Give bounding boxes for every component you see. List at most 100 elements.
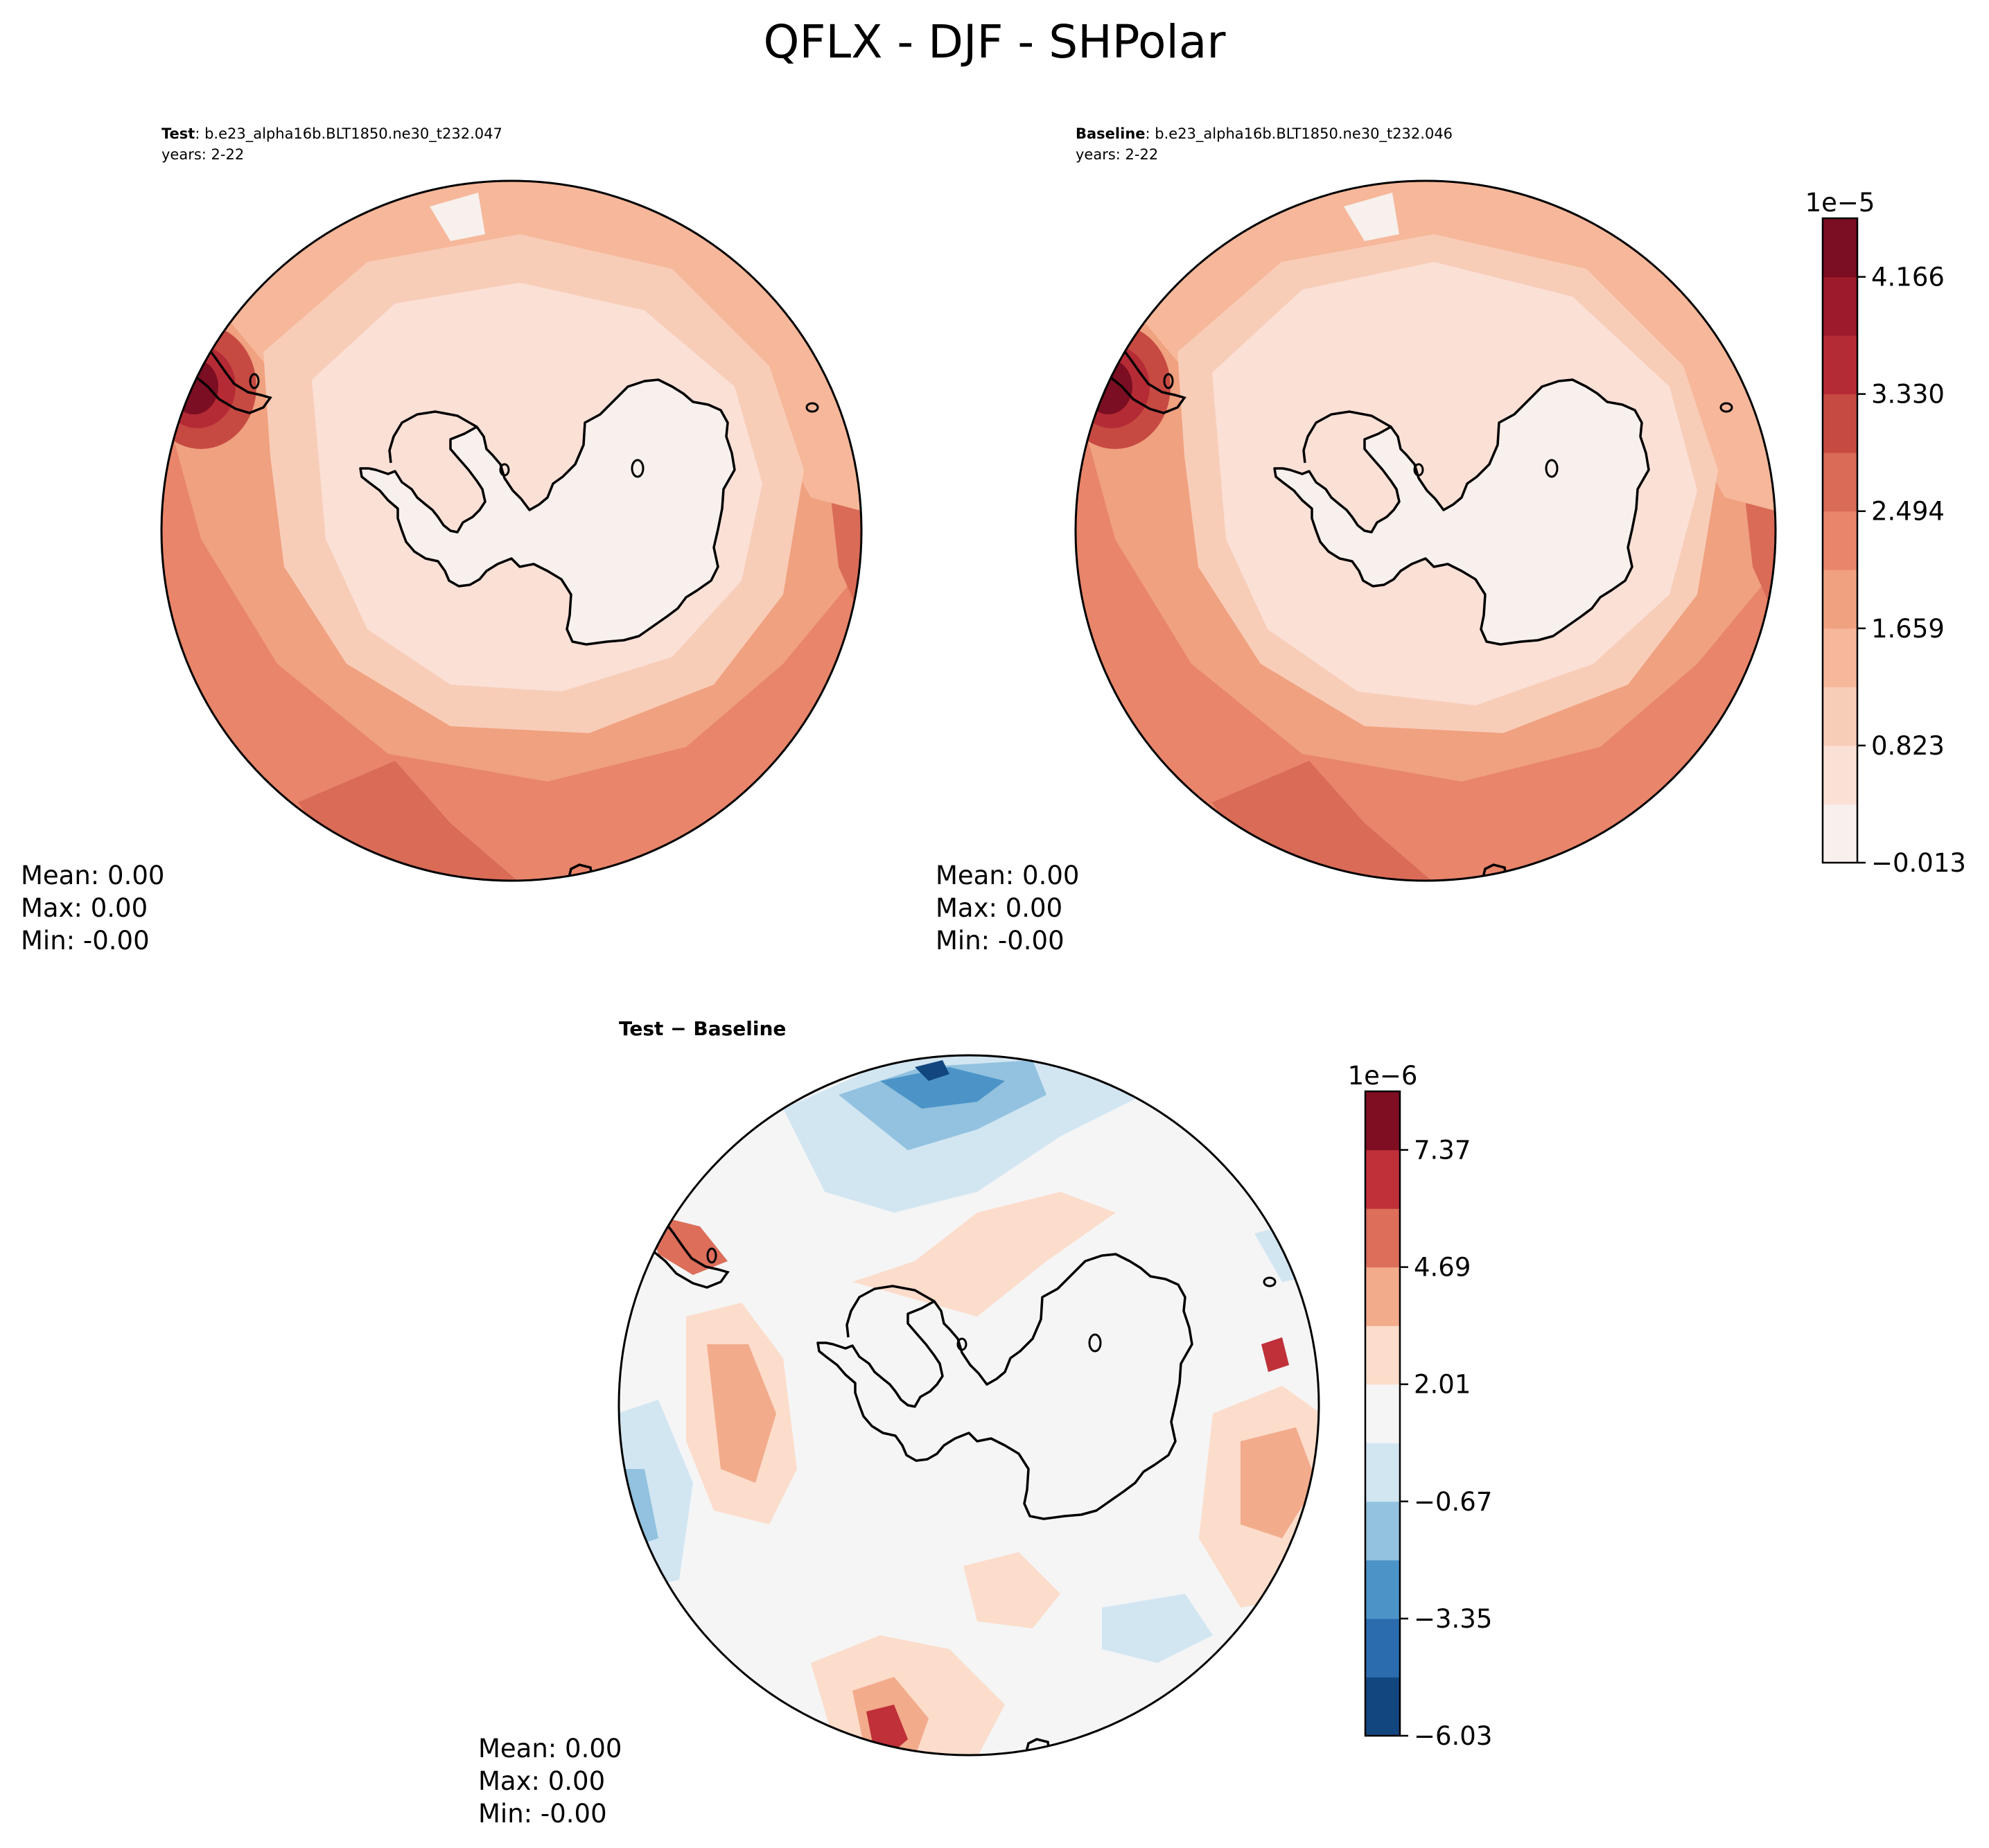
- test-contour-band: [161, 387, 862, 881]
- test-panel-title: Test: b.e23_alpha16b.BLT1850.ne30_t232.0…: [161, 123, 502, 165]
- difference-colorbar-tick-label: 7.37: [1414, 1136, 1471, 1165]
- diff-island: [956, 1337, 967, 1351]
- baseline-contour-band: [1344, 193, 1399, 241]
- test-antarctica: [359, 378, 736, 646]
- absolute-colorbar-frame: [1821, 217, 1859, 864]
- diff-mean: Mean: 0.00: [478, 1734, 622, 1763]
- absolute-colorbar-band: [1823, 570, 1857, 629]
- test-max: Max: 0.00: [21, 893, 148, 923]
- baseline-antarctica: [1273, 378, 1650, 646]
- test-min: Min: -0.00: [21, 926, 150, 956]
- diff-stats: Mean: 0.00 Max: 0.00 Min: -0.00: [478, 1732, 622, 1830]
- diff-contour-band: [880, 1067, 1005, 1109]
- absolute-colorbar-band: [1823, 335, 1857, 395]
- test-mean: Mean: 0.00: [21, 861, 165, 890]
- test-island: [805, 402, 819, 413]
- diff-panel-title: Test − Baseline: [619, 1019, 786, 1039]
- diff-contour-band: [1102, 1594, 1213, 1663]
- diff-peninsula: [845, 1285, 935, 1338]
- test-island: [499, 463, 510, 477]
- colorbar-difference: −6.03 −3.35 −0.67 2.01 4.69 7.37 1e−6: [1348, 1061, 1493, 1746]
- diff-contour-band: [1241, 1427, 1317, 1538]
- diff-map: [617, 1054, 1320, 1757]
- difference-colorbar-multiplier: 1e−6: [1348, 1061, 1418, 1091]
- diff-contour-band: [707, 1344, 776, 1483]
- test-maximum-region: [170, 359, 218, 414]
- difference-colorbar-tick-label: −3.35: [1414, 1604, 1492, 1634]
- diff-antarctica: [816, 1253, 1193, 1520]
- baseline-mean: Mean: 0.00: [936, 861, 1080, 890]
- absolute-colorbar-band: [1823, 218, 1857, 278]
- difference-colorbar-band: [1365, 1560, 1400, 1619]
- baseline-panel-title: Baseline: b.e23_alpha16b.BLT1850.ne30_t2…: [1076, 123, 1453, 165]
- figure-title: QFLX - DJF - SHPolar: [763, 15, 1226, 69]
- difference-colorbar-band: [1365, 1677, 1400, 1736]
- diff-min: Min: -0.00: [478, 1799, 607, 1829]
- difference-colorbar-band: [1365, 1091, 1400, 1151]
- diff-contour-band: [963, 1552, 1060, 1628]
- difference-colorbar-band: [1365, 1150, 1400, 1209]
- difference-colorbar-band: [1365, 1267, 1400, 1326]
- baseline-stats: Mean: 0.00 Max: 0.00 Min: -0.00: [936, 859, 1079, 957]
- baseline-map: [1074, 179, 1777, 882]
- absolute-colorbar-band: [1823, 276, 1857, 336]
- test-island: [249, 373, 260, 389]
- baseline-min: Min: -0.00: [936, 926, 1064, 956]
- test-years: years: 2-22: [161, 146, 245, 163]
- absolute-colorbar-band: [1823, 745, 1857, 804]
- diff-contour-band: [915, 1060, 949, 1081]
- absolute-colorbar-band: [1823, 804, 1857, 863]
- absolute-colorbar-tick-label: 1.659: [1871, 614, 1945, 644]
- difference-colorbar-band: [1365, 1443, 1400, 1502]
- absolute-colorbar-band: [1823, 394, 1857, 453]
- baseline-peninsula: [1302, 410, 1392, 464]
- absolute-colorbar-tick-label: −0.013: [1871, 848, 1966, 873]
- difference-colorbar-band: [1365, 1501, 1400, 1560]
- baseline-title-case: : b.e23_alpha16b.BLT1850.ne30_t232.046: [1145, 125, 1453, 142]
- difference-colorbar-frame: [1364, 1090, 1401, 1737]
- baseline-contour-band: [1075, 387, 1776, 881]
- absolute-colorbar-band: [1823, 687, 1857, 746]
- absolute-colorbar-band: [1823, 452, 1857, 512]
- difference-colorbar-band: [1365, 1208, 1400, 1268]
- diff-field: [618, 1055, 1320, 1756]
- diff-map-boundary: [617, 1054, 1320, 1757]
- colorbar-absolute: −0.013 0.823 1.659 2.494 3.330 4.166 1e−5: [1805, 188, 1966, 873]
- absolute-colorbar-tick-label: 4.166: [1871, 263, 1945, 292]
- absolute-colorbar-tick-label: 0.823: [1871, 731, 1945, 761]
- baseline-max: Max: 0.00: [936, 893, 1063, 923]
- test-title-label: Test: [161, 125, 195, 142]
- diff-contour-band: [1261, 1337, 1289, 1372]
- baseline-maximum-region: [1084, 359, 1132, 414]
- test-map-boundary: [160, 179, 863, 882]
- absolute-colorbar-tick-label: 3.330: [1871, 380, 1945, 410]
- baseline-island: [1413, 463, 1424, 477]
- absolute-colorbar-band: [1823, 511, 1857, 570]
- difference-colorbar-band: [1365, 1618, 1400, 1678]
- absolute-colorbar-multiplier: 1e−5: [1805, 188, 1875, 218]
- test-stats: Mean: 0.00 Max: 0.00 Min: -0.00: [21, 859, 164, 957]
- diff-contour-band: [852, 1192, 1116, 1317]
- absolute-colorbar-tick-label: 2.494: [1871, 497, 1945, 527]
- diff-island: [1088, 1333, 1102, 1353]
- test-peninsula: [388, 410, 477, 464]
- difference-colorbar-tick-label: −0.67: [1414, 1487, 1492, 1517]
- baseline-field: [1075, 180, 1776, 881]
- test-field: [161, 180, 862, 881]
- baseline-island: [1163, 373, 1174, 389]
- difference-colorbar-tick-label: −6.03: [1414, 1721, 1492, 1746]
- diff-max: Max: 0.00: [478, 1766, 606, 1796]
- test-contour-band: [430, 193, 485, 241]
- baseline-island: [1545, 459, 1559, 478]
- baseline-map-boundary: [1074, 179, 1777, 882]
- difference-colorbar-band: [1365, 1326, 1400, 1385]
- difference-colorbar-tick-label: 4.69: [1414, 1253, 1471, 1283]
- test-island: [631, 459, 645, 478]
- diff-title-label: Test − Baseline: [619, 1017, 787, 1040]
- test-title-case: : b.e23_alpha16b.BLT1850.ne30_t232.047: [195, 125, 502, 142]
- difference-colorbar-tick-label: 2.01: [1414, 1370, 1471, 1400]
- test-map: [160, 179, 863, 882]
- absolute-colorbar-band: [1823, 628, 1857, 687]
- baseline-title-label: Baseline: [1076, 125, 1146, 142]
